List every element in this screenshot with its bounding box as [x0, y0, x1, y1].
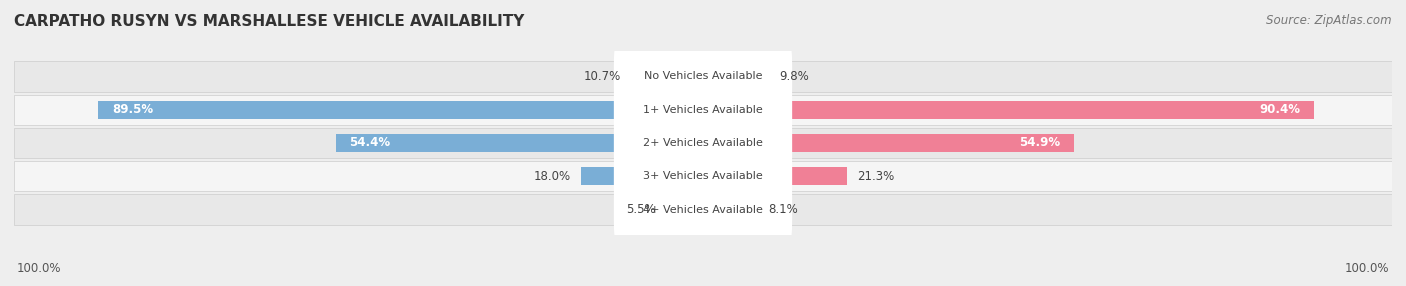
FancyBboxPatch shape	[14, 194, 1392, 225]
Bar	[703, 134, 1074, 152]
Text: 100.0%: 100.0%	[1344, 262, 1389, 275]
FancyBboxPatch shape	[614, 126, 792, 226]
FancyBboxPatch shape	[614, 93, 792, 193]
FancyBboxPatch shape	[614, 160, 792, 259]
Text: 100.0%: 100.0%	[17, 262, 62, 275]
FancyBboxPatch shape	[614, 27, 792, 126]
FancyBboxPatch shape	[14, 95, 1392, 125]
Bar	[666, 200, 703, 219]
Text: 90.4%: 90.4%	[1260, 103, 1301, 116]
Bar	[631, 67, 703, 86]
Bar	[336, 134, 703, 152]
Text: 5.5%: 5.5%	[626, 203, 655, 216]
Bar	[98, 101, 703, 119]
FancyBboxPatch shape	[14, 61, 1392, 92]
Text: 4+ Vehicles Available: 4+ Vehicles Available	[643, 204, 763, 214]
Text: 10.7%: 10.7%	[583, 70, 620, 83]
Text: 89.5%: 89.5%	[112, 103, 153, 116]
Text: 18.0%: 18.0%	[534, 170, 571, 183]
Text: 21.3%: 21.3%	[858, 170, 894, 183]
Text: No Vehicles Available: No Vehicles Available	[644, 72, 762, 82]
Text: CARPATHO RUSYN VS MARSHALLESE VEHICLE AVAILABILITY: CARPATHO RUSYN VS MARSHALLESE VEHICLE AV…	[14, 14, 524, 29]
Text: 9.8%: 9.8%	[779, 70, 808, 83]
FancyBboxPatch shape	[14, 161, 1392, 191]
Bar	[703, 200, 758, 219]
Bar	[582, 167, 703, 185]
Bar	[703, 101, 1313, 119]
FancyBboxPatch shape	[614, 60, 792, 160]
Text: 1+ Vehicles Available: 1+ Vehicles Available	[643, 105, 763, 115]
Text: 2+ Vehicles Available: 2+ Vehicles Available	[643, 138, 763, 148]
Bar	[703, 67, 769, 86]
Text: 8.1%: 8.1%	[768, 203, 797, 216]
Text: 54.4%: 54.4%	[349, 136, 391, 150]
Text: 54.9%: 54.9%	[1019, 136, 1060, 150]
FancyBboxPatch shape	[14, 128, 1392, 158]
Text: Source: ZipAtlas.com: Source: ZipAtlas.com	[1267, 14, 1392, 27]
Text: 3+ Vehicles Available: 3+ Vehicles Available	[643, 171, 763, 181]
Bar	[703, 167, 846, 185]
